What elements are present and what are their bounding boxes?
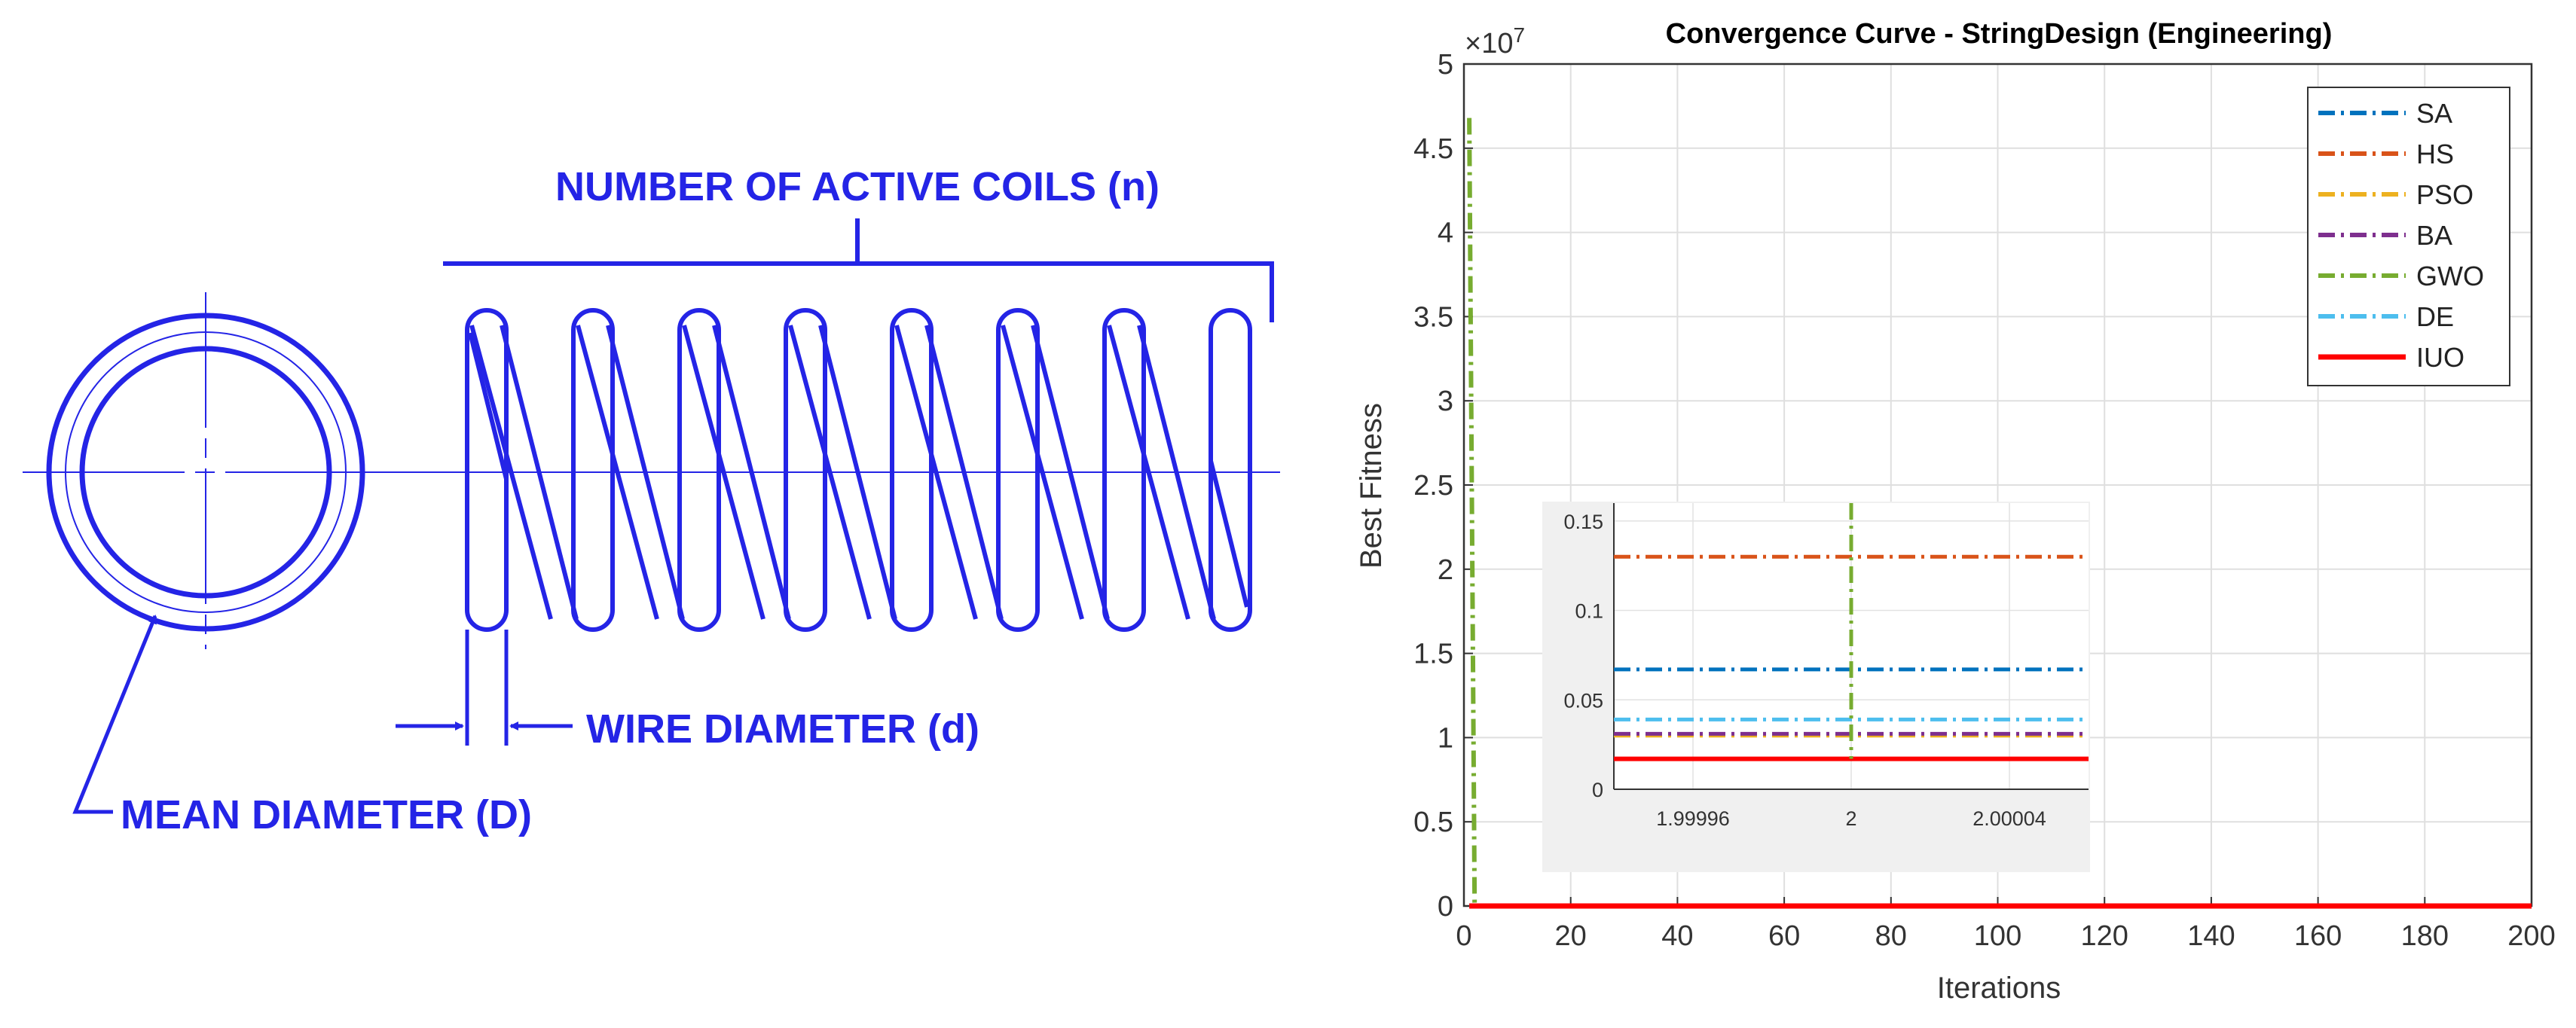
coil-diagonal — [468, 332, 509, 480]
x-tick-label: 180 — [2401, 920, 2449, 952]
inset-x-tick-label: 2 — [1845, 807, 1856, 830]
x-tick-label: 100 — [1974, 920, 2021, 952]
y-tick-label: 5 — [1438, 49, 1453, 81]
legend-label-iuo: IUO — [2416, 342, 2464, 373]
legend-label-hs: HS — [2416, 139, 2454, 169]
inset-y-tick-label: 0.15 — [1563, 511, 1603, 533]
y-tick-label: 3.5 — [1413, 301, 1453, 333]
x-tick-label: 40 — [1661, 920, 1693, 952]
y-tick-label: 0 — [1438, 891, 1453, 923]
coil-diagonal — [469, 325, 553, 620]
convergence-chart: Convergence Curve - StringDesign (Engine… — [1355, 18, 2556, 1005]
coil-loop — [996, 308, 1040, 632]
coil-loop — [784, 308, 827, 632]
coil-diagonal — [606, 325, 685, 620]
inset-x-tick-label: 1.99996 — [1656, 807, 1730, 830]
inset-x-tick-label: 2.00004 — [1972, 807, 2046, 830]
mean-diameter-leader — [72, 615, 157, 814]
coil-loop — [465, 308, 509, 632]
inset-y-tick-label: 0 — [1592, 779, 1603, 801]
spring-coils — [465, 308, 1252, 632]
legend-label-pso: PSO — [2416, 179, 2474, 210]
convergence-chart-panel: Convergence Curve - StringDesign (Engine… — [1311, 0, 2576, 1024]
x-axis-label: Iterations — [1937, 972, 2061, 1005]
coil-diagonal — [576, 325, 659, 620]
coil-diagonal — [788, 325, 872, 620]
y-tick-label: 1 — [1438, 722, 1453, 754]
legend-label-gwo: GWO — [2416, 261, 2484, 291]
inset-y-tick-label: 0.05 — [1563, 689, 1603, 712]
y-tick-label: 4.5 — [1413, 133, 1453, 165]
legend-box — [2307, 87, 2510, 386]
legend-label-sa: SA — [2416, 98, 2452, 129]
spring-diagram-panel: NUMBER OF ACTIVE COILS (n) WIRE DIAMETER… — [23, 164, 1285, 837]
inset-y-tick-label: 0.1 — [1575, 600, 1603, 623]
y-exponent-label: ×107 — [1465, 23, 1525, 59]
coil-count-label: NUMBER OF ACTIVE COILS (n) — [555, 164, 1160, 209]
coil-diagonal — [1137, 325, 1216, 620]
coil-diagonal — [924, 325, 1004, 620]
coil-loop — [1102, 308, 1146, 632]
y-tick-label: 1.5 — [1413, 639, 1453, 670]
y-axis-label: Best Fitness — [1355, 403, 1388, 569]
legend-label-ba: BA — [2416, 220, 2452, 251]
x-tick-label: 20 — [1555, 920, 1587, 952]
coil-diagonal — [894, 325, 978, 620]
x-tick-label: 140 — [2187, 920, 2235, 952]
chart-title: Convergence Curve - StringDesign (Engine… — [1666, 18, 2333, 50]
coil-loop — [1209, 308, 1252, 632]
coil-diagonal — [1001, 325, 1084, 620]
coil-loop — [677, 308, 721, 632]
coil-diagonal — [682, 325, 765, 620]
coil-diagonal — [712, 325, 791, 620]
coil-count-bracket — [443, 261, 1274, 322]
spring-diagram: NUMBER OF ACTIVE COILS (n) WIRE DIAMETER… — [23, 164, 1285, 837]
x-tick-label: 120 — [2080, 920, 2128, 952]
coil-diagonal — [1031, 325, 1110, 620]
y-tick-label: 3 — [1438, 386, 1453, 417]
wire-diameter-label: WIRE DIAMETER (d) — [586, 706, 979, 752]
mean-diameter-label: MEAN DIAMETER (D) — [121, 792, 532, 837]
y-tick-label: 2 — [1438, 554, 1453, 586]
coil-diagonal — [1209, 460, 1249, 608]
coil-diagonal — [1107, 325, 1190, 620]
y-tick-label: 2.5 — [1413, 470, 1453, 502]
x-tick-label: 200 — [2507, 920, 2555, 952]
x-tick-label: 0 — [1456, 920, 1471, 952]
coil-loop — [571, 308, 615, 632]
y-tick-label: 0.5 — [1413, 807, 1453, 838]
x-tick-label: 60 — [1768, 920, 1800, 952]
x-tick-label: 160 — [2294, 920, 2342, 952]
coil-loop — [890, 308, 934, 632]
x-tick-label: 80 — [1875, 920, 1907, 952]
y-tick-label: 4 — [1438, 218, 1453, 249]
legend-label-de: DE — [2416, 301, 2454, 332]
coil-diagonal — [500, 325, 579, 620]
coil-diagonal — [818, 325, 897, 620]
